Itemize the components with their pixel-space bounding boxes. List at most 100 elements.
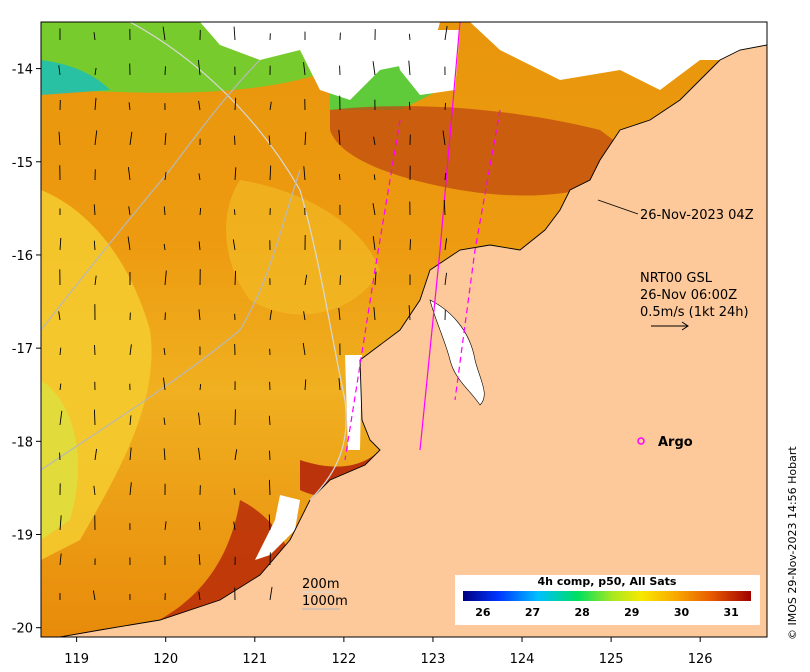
current-vector bbox=[303, 166, 306, 181]
coastline bbox=[59, 44, 767, 637]
current-vector bbox=[198, 100, 201, 111]
current-vector bbox=[198, 447, 201, 461]
current-vector bbox=[198, 412, 201, 426]
current-vector bbox=[164, 521, 167, 531]
current-vector bbox=[233, 488, 236, 496]
current-vector bbox=[408, 101, 411, 111]
current-vector bbox=[233, 209, 236, 216]
y-tick-label: -18 bbox=[12, 435, 33, 450]
current-vector bbox=[128, 102, 131, 111]
current-vector bbox=[128, 206, 131, 216]
current-vector bbox=[338, 173, 341, 181]
current-vector bbox=[233, 521, 236, 531]
colorbar-title: 4h comp, p50, All Sats bbox=[538, 575, 677, 588]
colorbar bbox=[463, 591, 751, 601]
current-vector bbox=[198, 309, 201, 321]
credit-label: © IMOS 29-Nov-2023 14:56 Hobart bbox=[786, 446, 799, 640]
current-vectors bbox=[58, 25, 448, 601]
current-vector bbox=[92, 590, 96, 601]
colorbar-ticks: 26 27 28 29 30 31 bbox=[475, 606, 739, 619]
current-time-label: 26-Nov 06:00Z bbox=[640, 288, 737, 303]
y-tick-label: -16 bbox=[12, 249, 33, 264]
current-vector bbox=[444, 238, 448, 251]
satellite-time-pointer bbox=[597, 199, 639, 215]
plot-frame bbox=[40, 21, 768, 638]
current-vector bbox=[304, 131, 307, 146]
current-vector bbox=[59, 410, 63, 426]
cloud-north-2 bbox=[470, 22, 767, 90]
current-vector bbox=[408, 60, 411, 76]
current-vector bbox=[127, 236, 131, 251]
land bbox=[60, 22, 767, 637]
current-vector bbox=[269, 165, 272, 181]
current-vector bbox=[93, 204, 96, 216]
current-vector bbox=[442, 130, 446, 146]
scale-arrow-icon bbox=[651, 321, 689, 331]
satellite-time-label: 26-Nov-2023 04Z bbox=[640, 208, 754, 223]
current-vector bbox=[268, 135, 271, 146]
current-vector bbox=[58, 311, 61, 321]
current-vector bbox=[59, 553, 62, 566]
colorbar-tick-label: 29 bbox=[624, 606, 639, 619]
current-vector bbox=[304, 379, 307, 391]
colorbar-tick-label: 28 bbox=[575, 606, 590, 619]
current-vector bbox=[59, 237, 62, 251]
current-vector bbox=[269, 586, 273, 601]
current-model-label: NRT00 GSL bbox=[640, 271, 713, 286]
current-vector bbox=[234, 135, 236, 146]
argo-marker-icon bbox=[637, 437, 645, 445]
current-vector bbox=[163, 417, 166, 426]
colorbar-tick-label: 30 bbox=[674, 606, 690, 619]
current-vector bbox=[443, 199, 446, 216]
current-vector bbox=[302, 342, 306, 356]
current-vector bbox=[374, 271, 377, 286]
sst-yellow-west-2 bbox=[41, 380, 79, 540]
current-vector bbox=[268, 415, 271, 426]
satellite-track-dashed-2 bbox=[454, 109, 501, 401]
y-axis: -14 -15 -16 -17 -18 -19 -20 bbox=[12, 63, 41, 637]
current-vector bbox=[373, 307, 376, 321]
current-vector bbox=[93, 485, 96, 496]
current-vector bbox=[94, 97, 97, 111]
current-vector bbox=[234, 167, 237, 181]
current-vector bbox=[164, 132, 167, 146]
current-vector bbox=[198, 591, 201, 601]
current-vector bbox=[444, 272, 447, 286]
y-tick-label: -15 bbox=[12, 156, 33, 171]
current-vector bbox=[129, 131, 133, 146]
current-vector bbox=[58, 131, 61, 146]
current-vector bbox=[233, 26, 236, 41]
current-vector bbox=[199, 384, 202, 391]
isobath-1000m-line bbox=[41, 59, 301, 471]
colorbar-tick-label: 26 bbox=[475, 606, 491, 619]
current-vector bbox=[162, 26, 166, 41]
current-vector bbox=[129, 482, 132, 496]
current-vector bbox=[129, 344, 132, 356]
current-vector bbox=[59, 383, 62, 391]
current-vector bbox=[198, 173, 201, 181]
isobath-200m-line bbox=[129, 22, 347, 501]
current-vector bbox=[269, 101, 272, 111]
current-vector bbox=[372, 203, 376, 216]
current-vector bbox=[408, 33, 411, 41]
current-vector bbox=[94, 275, 97, 286]
current-vector bbox=[444, 25, 448, 41]
current-vector bbox=[408, 305, 411, 321]
current-vector bbox=[58, 65, 61, 76]
current-vector bbox=[338, 129, 341, 146]
current-vector bbox=[129, 415, 132, 426]
x-axis: 119 120 121 122 123 124 125 126 bbox=[64, 637, 713, 667]
current-vector bbox=[198, 554, 201, 566]
current-vector bbox=[234, 270, 237, 286]
current-vector bbox=[163, 448, 166, 461]
current-vector bbox=[234, 449, 238, 461]
current-vector bbox=[198, 241, 201, 251]
cloud-north-3 bbox=[390, 30, 460, 95]
x-tick-label: 120 bbox=[153, 652, 178, 667]
current-vector bbox=[234, 97, 237, 111]
current-vector bbox=[338, 308, 341, 321]
current-vector bbox=[444, 172, 447, 181]
satellite-track bbox=[419, 22, 461, 451]
current-vector bbox=[163, 377, 166, 391]
current-vector bbox=[163, 348, 166, 356]
